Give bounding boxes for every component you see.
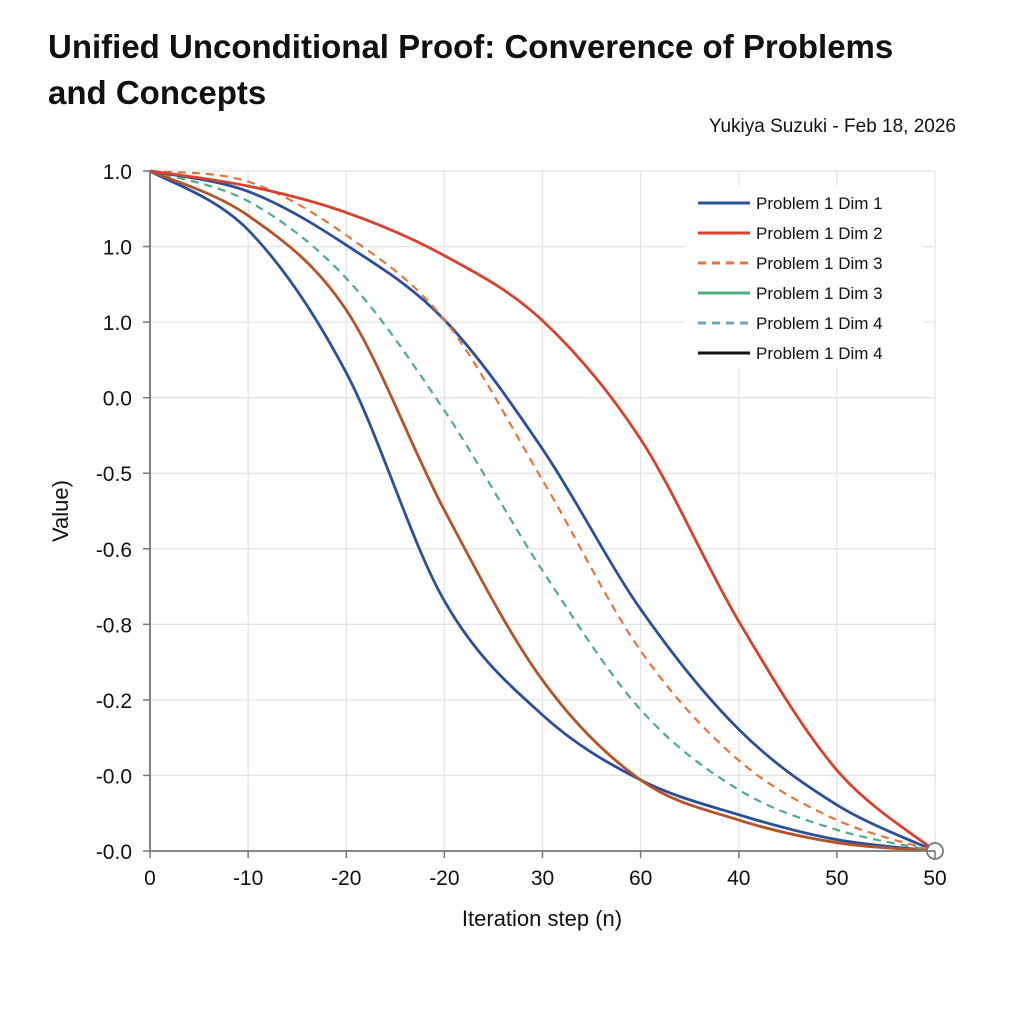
x-tick-label: 40 bbox=[727, 867, 750, 890]
legend-box bbox=[684, 186, 924, 368]
x-tick-label: 50 bbox=[825, 867, 848, 890]
x-tick-label: 0 bbox=[144, 867, 156, 890]
x-tick-label: -10 bbox=[233, 867, 263, 890]
series-line-1 bbox=[149, 169, 936, 853]
legend-label: Problem 1 Dim 1 bbox=[756, 194, 883, 213]
y-tick-label: 1.0 bbox=[103, 312, 132, 335]
series-line-5 bbox=[149, 169, 936, 853]
x-axis-label: Iteration step (n) bbox=[462, 906, 622, 931]
y-tick-label: -0.0 bbox=[96, 765, 132, 788]
legend-label: Problem 1 Dim 3 bbox=[756, 254, 883, 273]
y-tick-label: -0.8 bbox=[96, 614, 132, 637]
chart-title: Unified Unconditional Proof: Converence … bbox=[48, 28, 894, 111]
y-tick-label: -0.2 bbox=[96, 690, 132, 713]
y-tick-label: 1.0 bbox=[103, 161, 132, 184]
y-tick-label: 0.0 bbox=[103, 388, 132, 411]
x-tick-label: -20 bbox=[429, 867, 459, 890]
y-tick-label: -0.0 bbox=[96, 841, 132, 864]
y-axis-label: Value) bbox=[48, 480, 73, 542]
x-tick-label: 50 bbox=[923, 867, 946, 890]
series-line-2 bbox=[149, 169, 936, 853]
legend-label: Problem 1 Dim 4 bbox=[756, 314, 883, 333]
y-tick-label: -0.5 bbox=[96, 463, 132, 486]
legend-label: Problem 1 Dim 2 bbox=[756, 224, 883, 243]
y-tick-label: -0.6 bbox=[96, 539, 132, 562]
x-tick-label: -20 bbox=[331, 867, 361, 890]
legend-label: Problem 1 Dim 3 bbox=[756, 284, 883, 303]
x-tick-label: 60 bbox=[629, 867, 652, 890]
series-line-3 bbox=[149, 169, 936, 853]
x-tick-label: 30 bbox=[531, 867, 554, 890]
chart-author: Yukiya Suzuki - Feb 18, 2026 bbox=[708, 116, 956, 137]
series-line-4 bbox=[149, 169, 936, 853]
y-tick-label: 1.0 bbox=[103, 237, 132, 260]
legend-label: Problem 1 Dim 4 bbox=[756, 344, 883, 363]
series-line-0 bbox=[149, 169, 936, 853]
